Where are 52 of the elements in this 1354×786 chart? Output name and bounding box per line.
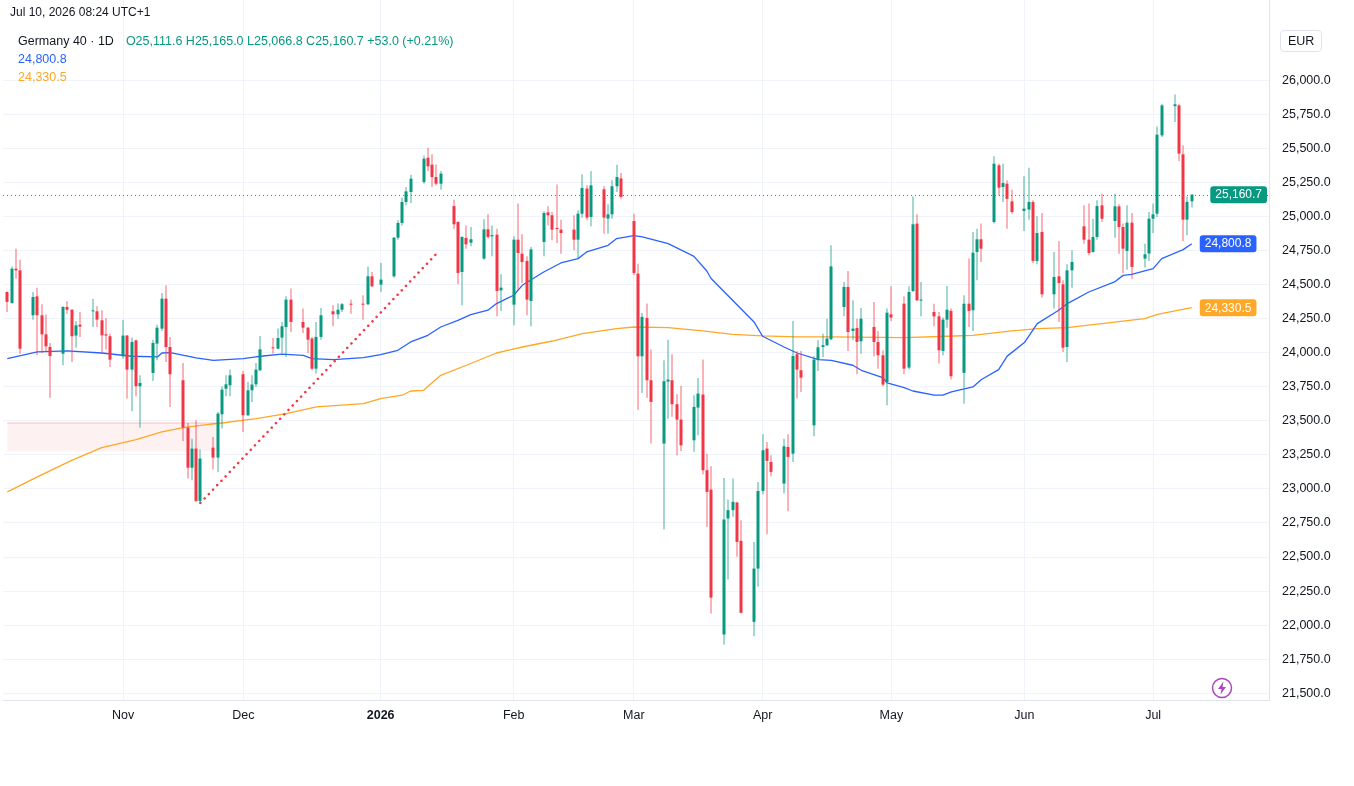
y-tick-label: 25,000.0	[1282, 208, 1331, 223]
x-tick-label: Nov	[112, 707, 136, 722]
candlestick	[138, 375, 142, 428]
y-tick-label: 24,000.0	[1282, 345, 1331, 360]
text: 24,800.8	[18, 51, 67, 68]
y-tick-label: 23,750.0	[1282, 379, 1331, 394]
x-tick-label: Apr	[752, 707, 773, 722]
y-tick-label: 21,750.0	[1282, 651, 1331, 666]
candlestick	[271, 338, 275, 354]
y-tick-label: 22,750.0	[1282, 515, 1331, 530]
candlestick	[78, 312, 82, 337]
y-tick-label: 23,500.0	[1282, 413, 1331, 428]
y-tick-label: 23,250.0	[1282, 447, 1331, 462]
candlestick	[919, 281, 923, 317]
candlestick	[91, 298, 95, 327]
candlestick	[1057, 240, 1061, 322]
y-tick-label: 24,750.0	[1282, 243, 1331, 258]
data-label: 24,330.5	[1204, 300, 1252, 315]
y-tick-label: 22,250.0	[1282, 583, 1331, 598]
candlestick	[967, 258, 971, 327]
x-tick-label: 2026	[366, 707, 395, 722]
y-tick-label: 22,500.0	[1282, 549, 1331, 564]
candlestick	[361, 295, 365, 320]
x-tick-label: Mar	[623, 707, 645, 722]
y-tick-label: 21,500.0	[1282, 685, 1331, 700]
y-tick-label: 24,500.0	[1282, 277, 1331, 292]
candlestick	[104, 318, 108, 350]
ref-line-label: 25,160.7	[1215, 187, 1263, 202]
text: 24,330.5	[18, 69, 67, 86]
x-tick-label: Dec	[232, 707, 255, 722]
candlestick	[726, 499, 730, 580]
y-tick-label: 26,000.0	[1282, 72, 1331, 87]
y-tick-label: 24,250.0	[1282, 311, 1331, 326]
y-tick-label: 25,500.0	[1282, 140, 1331, 155]
candlestick	[349, 299, 353, 314]
y-tick-label: 25,750.0	[1282, 106, 1331, 121]
candlestick	[555, 184, 559, 243]
x-tick-label: Feb	[502, 707, 525, 722]
candlestick	[559, 219, 563, 254]
x-tick-label: Jun	[1014, 707, 1035, 722]
text: O25,111.6 H25,165.0 L25,066.8 C25,160.7 +53.0 (+0.21%)	[125, 34, 454, 48]
data-label: 24,800.8	[1204, 236, 1252, 251]
y-tick-label: 25,250.0	[1282, 174, 1331, 189]
y-tick-label: 22,000.0	[1282, 617, 1331, 632]
candlestick	[821, 333, 825, 357]
x-tick-label: May	[879, 707, 904, 722]
x-tick-label: Jul	[1145, 707, 1162, 722]
y-axis-title: EUR	[1280, 30, 1323, 52]
y-tick-label: 23,000.0	[1282, 481, 1331, 496]
candlestick	[1173, 94, 1177, 123]
text: Germany 40 · 1D	[18, 34, 114, 48]
annotation: Jul 10, 2026 08:24 UTC+1	[10, 4, 151, 20]
